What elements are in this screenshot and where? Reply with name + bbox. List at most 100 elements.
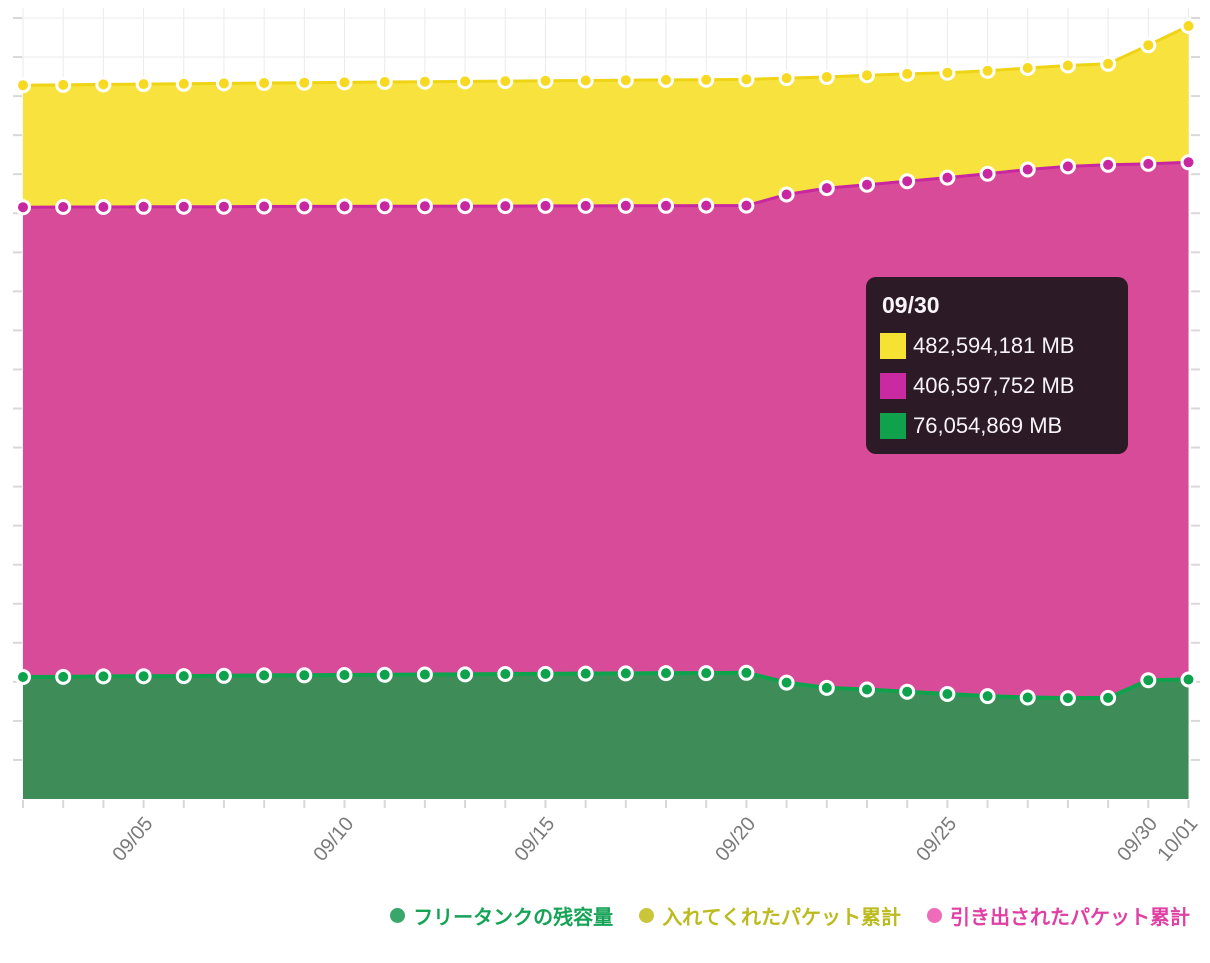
data-point-remaining[interactable] <box>939 686 956 702</box>
data-point-given[interactable] <box>658 71 674 88</box>
legend-item-given[interactable]: 入れてくれたパケット累計 <box>639 901 901 930</box>
data-point-withdrawn[interactable] <box>617 197 634 214</box>
data-point-given[interactable] <box>1019 60 1036 76</box>
data-point-withdrawn[interactable] <box>939 169 956 186</box>
data-point-given[interactable] <box>859 67 875 84</box>
data-point-remaining[interactable] <box>979 688 996 705</box>
data-point-withdrawn[interactable] <box>376 198 393 215</box>
data-point-withdrawn[interactable] <box>1059 158 1076 175</box>
data-point-withdrawn[interactable] <box>818 180 835 197</box>
data-point-withdrawn[interactable] <box>175 198 192 215</box>
data-point-withdrawn[interactable] <box>215 198 232 215</box>
data-point-withdrawn[interactable] <box>55 199 72 215</box>
data-point-remaining[interactable] <box>95 668 112 685</box>
data-point-withdrawn[interactable] <box>416 198 433 215</box>
data-point-remaining[interactable] <box>15 669 31 685</box>
data-point-given[interactable] <box>818 69 835 85</box>
data-point-withdrawn[interactable] <box>296 198 313 215</box>
data-point-remaining[interactable] <box>738 664 755 681</box>
data-point-remaining[interactable] <box>376 666 393 683</box>
data-point-remaining[interactable] <box>296 667 313 684</box>
data-point-given[interactable] <box>336 74 353 91</box>
data-point-withdrawn[interactable] <box>537 197 554 214</box>
data-point-remaining[interactable] <box>1100 689 1117 706</box>
data-point-withdrawn[interactable] <box>497 198 514 215</box>
data-point-withdrawn[interactable] <box>658 197 674 214</box>
data-point-given[interactable] <box>738 71 755 88</box>
data-point-remaining[interactable] <box>497 666 514 682</box>
data-point-withdrawn[interactable] <box>457 198 474 215</box>
data-point-given[interactable] <box>899 65 916 82</box>
tooltip-swatch-withdrawn <box>880 373 906 399</box>
data-point-given[interactable] <box>376 74 393 90</box>
data-point-given[interactable] <box>577 72 594 89</box>
data-point-remaining[interactable] <box>215 667 232 684</box>
data-point-given[interactable] <box>617 72 634 89</box>
data-point-given[interactable] <box>1059 57 1076 74</box>
data-point-withdrawn[interactable] <box>1140 155 1157 172</box>
data-point-remaining[interactable] <box>55 668 72 685</box>
data-point-remaining[interactable] <box>617 665 634 682</box>
data-point-remaining[interactable] <box>698 665 715 682</box>
series-remaining-markers[interactable] <box>15 664 1197 707</box>
data-point-given[interactable] <box>256 75 273 91</box>
data-point-remaining[interactable] <box>1059 690 1076 707</box>
data-point-remaining[interactable] <box>1019 689 1036 706</box>
data-point-remaining[interactable] <box>135 668 152 685</box>
data-point-remaining[interactable] <box>537 665 554 682</box>
data-point-remaining[interactable] <box>899 683 916 700</box>
data-point-remaining[interactable] <box>818 679 835 696</box>
data-point-remaining[interactable] <box>336 667 353 683</box>
data-point-remaining[interactable] <box>658 665 674 682</box>
data-point-given[interactable] <box>296 74 313 91</box>
data-point-given[interactable] <box>1180 18 1197 34</box>
data-point-given[interactable] <box>95 76 112 93</box>
data-point-withdrawn[interactable] <box>577 197 594 214</box>
data-point-remaining[interactable] <box>175 668 192 685</box>
data-point-remaining[interactable] <box>256 667 273 684</box>
data-point-withdrawn[interactable] <box>899 173 916 190</box>
data-point-given[interactable] <box>15 77 31 94</box>
data-point-withdrawn[interactable] <box>95 199 112 215</box>
data-point-withdrawn[interactable] <box>778 186 795 203</box>
data-point-given[interactable] <box>939 64 956 81</box>
data-point-remaining[interactable] <box>1140 672 1157 689</box>
data-point-remaining[interactable] <box>778 674 795 691</box>
data-point-withdrawn[interactable] <box>15 199 31 216</box>
data-point-withdrawn[interactable] <box>859 176 875 193</box>
data-point-given[interactable] <box>175 75 192 92</box>
data-point-withdrawn[interactable] <box>698 197 715 214</box>
data-point-given[interactable] <box>537 72 554 89</box>
data-point-given[interactable] <box>1140 37 1157 54</box>
data-point-remaining[interactable] <box>457 666 474 683</box>
data-point-given[interactable] <box>215 75 232 92</box>
legend-dot-given <box>639 908 655 923</box>
data-point-given[interactable] <box>698 71 715 88</box>
data-point-given[interactable] <box>135 76 152 93</box>
data-point-given[interactable] <box>457 73 474 90</box>
data-point-remaining[interactable] <box>577 665 594 682</box>
series-withdrawn-markers[interactable] <box>15 154 1197 216</box>
legend-item-withdrawn[interactable]: 引き出されたパケット累計 <box>927 901 1190 930</box>
data-point-remaining[interactable] <box>416 666 433 683</box>
data-point-withdrawn[interactable] <box>979 165 996 182</box>
data-point-withdrawn[interactable] <box>256 198 273 215</box>
data-point-given[interactable] <box>1100 55 1117 72</box>
data-point-given[interactable] <box>55 76 72 93</box>
data-point-remaining[interactable] <box>859 681 875 698</box>
data-point-withdrawn[interactable] <box>1100 156 1117 173</box>
legend-item-remaining[interactable]: フリータンクの残容量 <box>390 901 613 930</box>
data-point-given[interactable] <box>497 73 514 90</box>
data-point-given[interactable] <box>979 62 996 79</box>
tooltip-value-remaining: 76,054,869 MB <box>913 413 1063 438</box>
series-given-markers[interactable] <box>15 18 1197 94</box>
data-point-withdrawn[interactable] <box>738 197 755 214</box>
data-point-withdrawn[interactable] <box>1180 154 1197 171</box>
data-point-given[interactable] <box>416 73 433 90</box>
data-point-withdrawn[interactable] <box>135 198 152 215</box>
data-point-withdrawn[interactable] <box>336 198 353 215</box>
data-point-given[interactable] <box>778 70 795 87</box>
data-point-withdrawn[interactable] <box>1019 161 1036 178</box>
data-point-remaining[interactable] <box>1180 671 1197 688</box>
